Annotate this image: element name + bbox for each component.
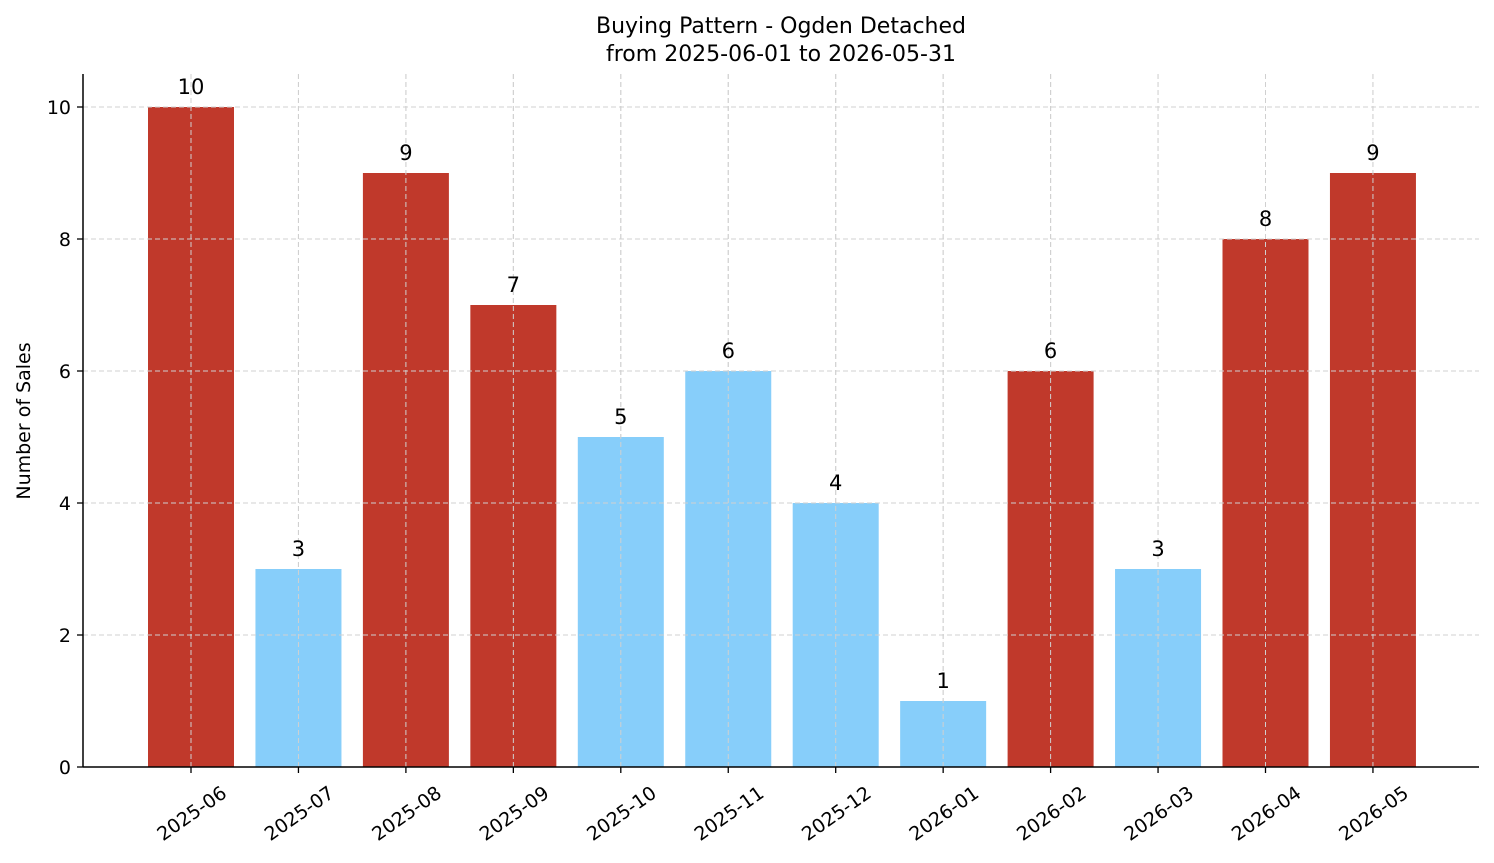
x-tick-label: 2025-10: [583, 782, 661, 846]
bars: [83, 74, 1479, 768]
x-tick-label: 2025-12: [798, 782, 876, 846]
bar-value-label: 4: [829, 471, 842, 495]
y-tick-label: 6: [59, 361, 71, 383]
bar-value-label: 9: [399, 141, 412, 165]
grid-overlay: [83, 74, 1479, 768]
x-tick-label: 2026-03: [1120, 782, 1198, 846]
x-tick-label: 2026-02: [1013, 782, 1091, 846]
bar-value-label: 6: [722, 339, 735, 363]
bar-value-label: 7: [507, 273, 520, 297]
y-axis-label: Number of Sales: [13, 342, 35, 499]
bar-value-label: 8: [1259, 207, 1272, 231]
x-tick-label: 2025-09: [476, 782, 554, 846]
chart-subtitle: from 2025-06-01 to 2026-05-31: [606, 42, 956, 67]
y-tick-label: 10: [47, 97, 71, 119]
bar-value-label: 9: [1366, 141, 1379, 165]
bar-value-label: 1: [936, 669, 949, 693]
x-tick-label: 2026-01: [905, 782, 983, 846]
x-tick-label: 2025-08: [368, 782, 446, 846]
x-tick-label: 2026-04: [1228, 782, 1306, 846]
axes: [77, 74, 1479, 773]
bar-value-label: 5: [614, 405, 627, 429]
x-tick-label: 2025-07: [261, 782, 339, 846]
y-tick-label: 8: [59, 229, 71, 251]
x-tick-label: 2026-05: [1335, 782, 1413, 846]
bar-value-label: 3: [292, 537, 305, 561]
chart-title: Buying Pattern - Ogden Detached: [596, 14, 966, 39]
y-tick-label: 0: [59, 757, 71, 779]
bar-value-label: 10: [178, 75, 205, 99]
chart-title-group: Buying Pattern - Ogden Detached from 202…: [596, 14, 966, 67]
y-tick-label: 2: [59, 625, 71, 647]
bar-value-label: 3: [1151, 537, 1164, 561]
x-tick-label: 2025-11: [690, 782, 768, 846]
x-tick-label: 2025-06: [153, 782, 231, 846]
bar-value-label: 6: [1044, 339, 1057, 363]
y-tick-label: 4: [59, 493, 71, 515]
